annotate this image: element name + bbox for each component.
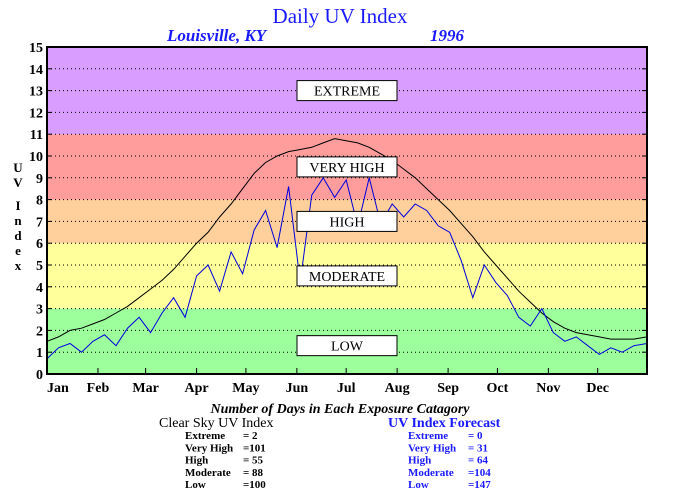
- y-tick-label: 15: [29, 41, 43, 56]
- band-label-extreme: EXTREME: [296, 80, 398, 102]
- table-row-value: = 64: [468, 455, 489, 467]
- table-row-label: High: [185, 455, 208, 467]
- table-row-label: Very High: [408, 442, 456, 454]
- table-row-value: =100: [243, 479, 266, 491]
- chart-title: Daily UV Index: [273, 4, 408, 28]
- band-label-text: LOW: [331, 340, 364, 355]
- table-row: Moderate = 88: [185, 467, 264, 479]
- y-axis-label-letter: d: [14, 228, 22, 243]
- x-tick-label: Feb: [87, 381, 110, 396]
- y-tick-label: 5: [36, 259, 43, 274]
- gridlines: [47, 68, 647, 353]
- table-row-value: = 0: [468, 430, 483, 442]
- x-axis-label: Number of Days in Each Exposure Catagory: [209, 402, 470, 417]
- x-tick-label: Oct: [487, 381, 509, 396]
- y-axis-label-letter: e: [15, 243, 21, 258]
- table-row: Extreme = 2: [185, 430, 258, 442]
- x-tick-label: Aug: [385, 381, 410, 396]
- data-series: [46, 138, 648, 360]
- table-row: Very High = 31: [408, 442, 488, 454]
- table-row: Low =147: [408, 479, 491, 491]
- x-tick-label: May: [232, 381, 259, 396]
- band-label-high: HIGH: [296, 210, 398, 232]
- band-label-box: [296, 335, 398, 357]
- x-tick-label: Jun: [286, 381, 309, 396]
- band-label-box: [296, 210, 398, 232]
- y-axis-label-letter: x: [15, 258, 22, 273]
- clear-sky-table: Extreme = 2 Very High =101 High = 55 Moderate =…: [185, 430, 266, 491]
- table-row-value: =104: [468, 467, 491, 479]
- table-row-label: High: [408, 455, 431, 467]
- y-tick-label: 14: [29, 63, 43, 78]
- x-axis-ticks: Jan Feb Mar Apr May Jun Jul Aug Sep Oct Nov Dec: [46, 368, 609, 396]
- x-tick-label: Mar: [132, 381, 158, 396]
- y-tick-label: 1: [36, 346, 43, 361]
- y-tick-label: 11: [30, 128, 43, 143]
- x-tick-label: Jul: [337, 381, 356, 396]
- y-axis-label-letter: n: [14, 213, 22, 228]
- table-row-label: Extreme: [408, 430, 448, 442]
- table-row-label: Moderate: [408, 467, 454, 479]
- band-label-box: [296, 80, 398, 102]
- y-tick-label: 0: [36, 368, 43, 383]
- chart-year: 1996: [430, 26, 465, 45]
- table-row-label: Low: [185, 479, 206, 491]
- y-tick-label: 8: [36, 194, 43, 209]
- table-row-value: =147: [468, 479, 491, 491]
- x-tick-label: Jan: [47, 381, 69, 396]
- table-row: Moderate =104: [408, 467, 491, 479]
- table-row-label: Very High: [185, 442, 233, 454]
- table-row-value: = 31: [468, 442, 488, 454]
- x-tick-label: Sep: [437, 381, 459, 396]
- table-row: High = 55: [185, 455, 264, 467]
- band-label-text: EXTREME: [314, 85, 380, 100]
- table-row-value: =101: [243, 442, 266, 454]
- table-row-value: = 88: [243, 467, 264, 479]
- forecast-table: Extreme = 0 Very High = 31 High = 64 Moderate =…: [408, 430, 491, 491]
- table-row: Very High =101: [185, 442, 266, 454]
- y-tick-label: 7: [36, 215, 43, 230]
- band-label-box: [296, 265, 398, 287]
- table-row-value: = 2: [243, 430, 258, 442]
- table-row: Extreme = 0: [408, 430, 483, 442]
- clear-sky-table-title: Clear Sky UV Index: [159, 416, 273, 431]
- y-tick-label: 6: [36, 237, 43, 252]
- y-axis-label-letter: I: [15, 198, 20, 213]
- x-tick-label: Nov: [536, 381, 560, 396]
- band-label-moderate: MODERATE: [296, 265, 398, 287]
- band-label-low: LOW: [296, 335, 398, 357]
- y-tick-label: 12: [29, 106, 43, 121]
- table-row-value: = 55: [243, 455, 264, 467]
- y-axis-label-letter: V: [13, 175, 23, 190]
- plot-frame: [46, 46, 648, 375]
- band-label-text: VERY HIGH: [309, 161, 384, 176]
- chart-location: Louisville, KY: [166, 26, 268, 45]
- band-label-text: HIGH: [330, 215, 365, 230]
- y-axis-label-letter: U: [13, 160, 23, 175]
- band-label-very-high: VERY HIGH: [296, 156, 398, 178]
- table-row-label: Extreme: [185, 430, 225, 442]
- y-tick-label: 2: [36, 324, 43, 339]
- forecast-table-title: UV Index Forecast: [388, 416, 501, 431]
- table-row: High = 64: [408, 455, 489, 467]
- x-tick-label: Apr: [185, 381, 209, 396]
- y-tick-label: 4: [36, 281, 43, 296]
- y-tick-label: 3: [36, 303, 43, 318]
- forecast-line: [46, 176, 648, 360]
- y-tick-label: 10: [29, 150, 43, 165]
- table-row-label: Moderate: [185, 467, 231, 479]
- y-tick-label: 13: [29, 85, 43, 100]
- band-labels: LOW MODERATE HIGH VERY HIGH EXTREME: [296, 80, 398, 357]
- band-label-box: [296, 156, 398, 178]
- band-label-text: MODERATE: [309, 270, 385, 285]
- x-tick-label: Dec: [586, 381, 609, 396]
- y-tick-label: 9: [36, 172, 43, 187]
- table-row-label: Low: [408, 479, 429, 491]
- table-row: Low =100: [185, 479, 266, 491]
